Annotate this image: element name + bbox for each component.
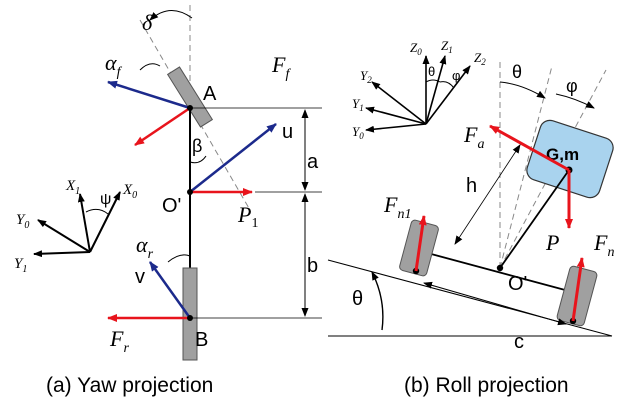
u-velocity-arrow: [189, 123, 277, 193]
phi-top-label: φ: [566, 76, 578, 96]
phi-top-arc: [555, 93, 595, 109]
yaw-projection-panel: δ αf A Ff β u P1 O' a b: [14, 5, 322, 397]
psi-label: ψ: [100, 191, 111, 208]
c-dimension: [423, 281, 567, 326]
h-label: h: [466, 175, 477, 197]
u-label: u: [282, 121, 293, 143]
point-b: [187, 315, 193, 321]
gm-label: G,m: [546, 145, 579, 164]
delta-arc: [149, 10, 193, 21]
y1-yaw-label: Y1: [14, 256, 27, 275]
z0-label: Z0: [410, 40, 422, 57]
beta-arc: [189, 155, 207, 164]
delta-label: δ: [142, 10, 153, 35]
steer-direction-line: [139, 19, 251, 211]
alpha-r-label: αr: [136, 232, 154, 262]
theta-frame-label: θ: [428, 64, 435, 79]
beta-label: β: [192, 136, 202, 156]
alpha-f-arc: [139, 63, 161, 71]
yaw-coordinate-frame: [33, 191, 121, 258]
o-roll-label: O': [508, 273, 527, 295]
roll-center-point: [496, 264, 504, 272]
fa-label: Fa: [463, 122, 484, 152]
roll-caption: (b) Roll projection: [404, 374, 569, 397]
right-normal-force-arrow: [571, 257, 585, 322]
aero-force-arrow: [489, 124, 570, 172]
ff-label: Ff: [271, 52, 291, 82]
fn-label: Fn: [593, 230, 614, 260]
phi-frame-label: φ: [452, 68, 460, 83]
theta-ground-label: θ: [352, 288, 363, 310]
b-dimension-label: b: [307, 255, 318, 277]
front-lateral-force-arrow: [134, 106, 191, 147]
z2-label: Z2: [474, 50, 486, 67]
z1-label: Z1: [441, 38, 453, 55]
left-normal-force-arrow: [414, 215, 427, 272]
c-label: c: [514, 331, 524, 353]
v-label: v: [135, 266, 145, 288]
b-point-label: B: [195, 329, 208, 351]
a-point-label: A: [203, 83, 217, 105]
x0-label: X0: [122, 182, 137, 201]
y0-yaw-label: Y0: [16, 212, 29, 231]
fr-label: Fr: [109, 326, 129, 356]
theta-top-label: θ: [512, 62, 522, 82]
y0-roll-label: Y0: [352, 124, 364, 141]
p1-label: P1: [237, 202, 258, 231]
alpha-r-arc: [167, 254, 191, 263]
a-dimension-label: a: [307, 151, 319, 173]
h-dimension: [454, 144, 521, 245]
rear-velocity-arrow: [148, 261, 192, 319]
x1-label: X1: [65, 178, 80, 197]
roll-projection-panel: Z0 Z1 Z2 θ φ Y2 Y1 Y0 θ φ G,m Fa P h: [327, 38, 614, 397]
point-o: [187, 189, 193, 195]
front-wheel: [166, 66, 214, 128]
y1-roll-label: Y1: [352, 96, 364, 113]
alpha-f-label: αf: [105, 50, 123, 80]
roll-coordinate-frame: [365, 55, 471, 133]
p-gravity-label: P: [545, 230, 559, 255]
rear-wheel: [182, 267, 198, 361]
y2-label: Y2: [360, 68, 372, 85]
vehicle-body-mass: [526, 119, 614, 199]
theta-ground-arc: [371, 271, 384, 331]
roll-arm: [499, 169, 570, 269]
o-point-label: O': [162, 195, 181, 217]
fn1-label: Fn1: [383, 192, 411, 222]
front-velocity-arrow: [107, 80, 191, 110]
theta-top-arc: [499, 81, 546, 99]
yaw-caption: (a) Yaw projection: [46, 374, 213, 397]
